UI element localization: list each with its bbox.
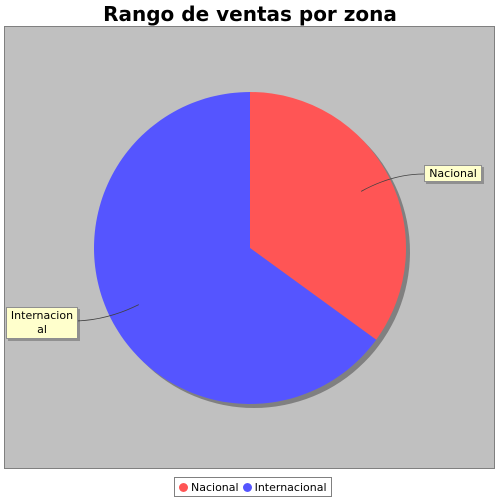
- chart-title: Rango de ventas por zona: [103, 2, 397, 26]
- legend: Nacional Internacional: [174, 477, 332, 497]
- legend-swatch-internacional: [242, 482, 252, 492]
- legend-item-internacional: Internacional: [242, 480, 327, 494]
- leader-line-internacional: [71, 304, 139, 322]
- legend-item-nacional: Nacional: [179, 481, 239, 494]
- legend-swatch-nacional: [179, 482, 188, 492]
- pie-slice-nacional: [250, 92, 406, 340]
- legend-label-nacional: Nacional: [191, 480, 239, 494]
- legend-label-internacional: Internacional: [254, 480, 327, 494]
- leader-line-nacional: [361, 173, 425, 192]
- pie-slice-internacional: [94, 92, 377, 404]
- slice-label-internacional: Internacion al: [6, 307, 78, 339]
- slice-label-nacional: Nacional: [424, 165, 482, 182]
